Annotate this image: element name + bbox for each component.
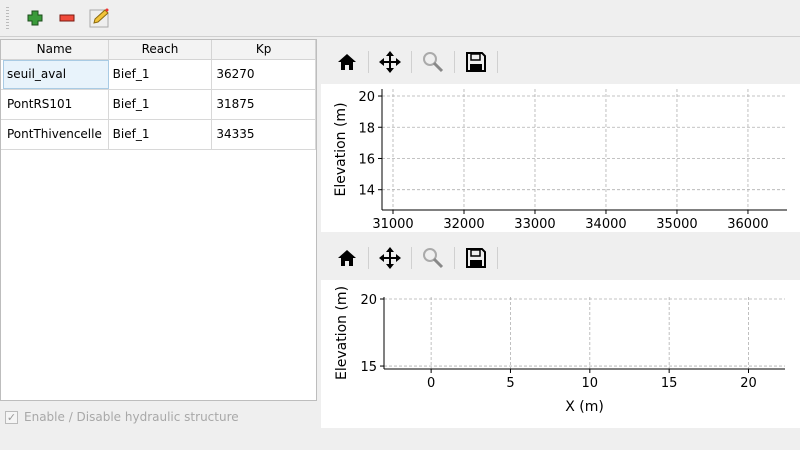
y-tick-label: 20 (358, 90, 375, 105)
x-tick-label: 5 (506, 376, 514, 391)
pan-button[interactable] (373, 47, 407, 77)
y-axis-label: Elevation (m) (334, 286, 350, 380)
y-tick-label: 15 (360, 360, 377, 375)
zoom-button[interactable] (416, 47, 450, 77)
y-tick-label: 20 (360, 293, 377, 308)
x-tick-label: 20 (740, 376, 757, 391)
column-header-name[interactable]: Name (1, 40, 109, 59)
cell-reach[interactable]: Bief_1 (109, 60, 213, 89)
table-row[interactable]: PontRS101 Bief_1 31875 (1, 90, 316, 120)
enable-structure-checkbox[interactable]: ✓ Enable / Disable hydraulic structure (5, 410, 239, 424)
cell-name[interactable]: seuil_aval (3, 60, 109, 89)
plot-toolbar-bottom (321, 236, 800, 280)
column-header-reach[interactable]: Reach (109, 40, 213, 59)
home-button[interactable] (330, 47, 364, 77)
zoom-button[interactable] (416, 243, 450, 273)
structures-table[interactable]: Name Reach Kp seuil_aval Bief_1 36270 Po… (0, 39, 317, 401)
y-tick-label: 14 (358, 184, 375, 199)
edit-icon (89, 8, 109, 28)
pan-icon (379, 51, 401, 73)
y-tick-label: 16 (358, 152, 375, 167)
x-tick-label: 32000 (443, 217, 484, 232)
cell-kp[interactable]: 34335 (212, 120, 316, 149)
table-row[interactable]: seuil_aval Bief_1 36270 (1, 60, 316, 90)
remove-icon (59, 14, 75, 22)
pan-icon (379, 247, 401, 269)
plot-canvas-bottom[interactable]: 0 5 10 15 20 15 20 Elevation (m) X (m) (321, 280, 800, 428)
table-header: Name Reach Kp (1, 40, 316, 60)
cell-name[interactable]: PontRS101 (3, 90, 109, 119)
x-axis-label: X (m) (565, 399, 604, 415)
plot-canvas-top[interactable]: 31000 32000 33000 34000 35000 36000 14 16 18 20 El… (321, 84, 800, 232)
checkbox-check-icon: ✓ (5, 410, 18, 424)
pan-button[interactable] (373, 243, 407, 273)
x-tick-label: 10 (582, 376, 599, 391)
home-button[interactable] (330, 243, 364, 273)
x-tick-label: 31000 (372, 217, 413, 232)
save-button[interactable] (459, 47, 493, 77)
zoom-icon (423, 52, 444, 73)
home-icon (338, 250, 356, 266)
save-icon (466, 52, 486, 72)
cell-reach[interactable]: Bief_1 (109, 90, 213, 119)
x-tick-label: 15 (661, 376, 678, 391)
cell-reach[interactable]: Bief_1 (109, 120, 213, 149)
add-icon (27, 10, 43, 26)
main-toolbar (0, 0, 800, 37)
remove-button[interactable] (53, 4, 81, 32)
x-tick-label: 36000 (727, 217, 768, 232)
column-header-kp[interactable]: Kp (212, 40, 316, 59)
x-tick-label: 35000 (656, 217, 697, 232)
table-row[interactable]: PontThivencelle Bief_1 34335 (1, 120, 316, 150)
y-axis-label: Elevation (m) (333, 102, 349, 196)
edit-button[interactable] (85, 4, 113, 32)
kp-elevation-chart: 31000 32000 33000 34000 35000 36000 14 16 18 20 El… (333, 89, 787, 232)
x-tick-label: 0 (427, 376, 435, 391)
cell-kp[interactable]: 31875 (212, 90, 316, 119)
toolbar-grip[interactable] (6, 7, 9, 29)
add-button[interactable] (21, 4, 49, 32)
cell-kp[interactable]: 36270 (212, 60, 316, 89)
cell-name[interactable]: PontThivencelle (3, 120, 109, 149)
zoom-icon (423, 248, 444, 269)
x-tick-label: 33000 (514, 217, 555, 232)
x-tick-label: 34000 (585, 217, 626, 232)
cross-section-chart: 0 5 10 15 20 15 20 Elevation (m) X (m) (334, 286, 785, 415)
save-icon (466, 248, 486, 268)
checkbox-label: Enable / Disable hydraulic structure (24, 410, 239, 424)
home-icon (338, 54, 356, 70)
y-tick-label: 18 (358, 121, 375, 136)
plot-toolbar-top (321, 40, 800, 84)
save-button[interactable] (459, 243, 493, 273)
